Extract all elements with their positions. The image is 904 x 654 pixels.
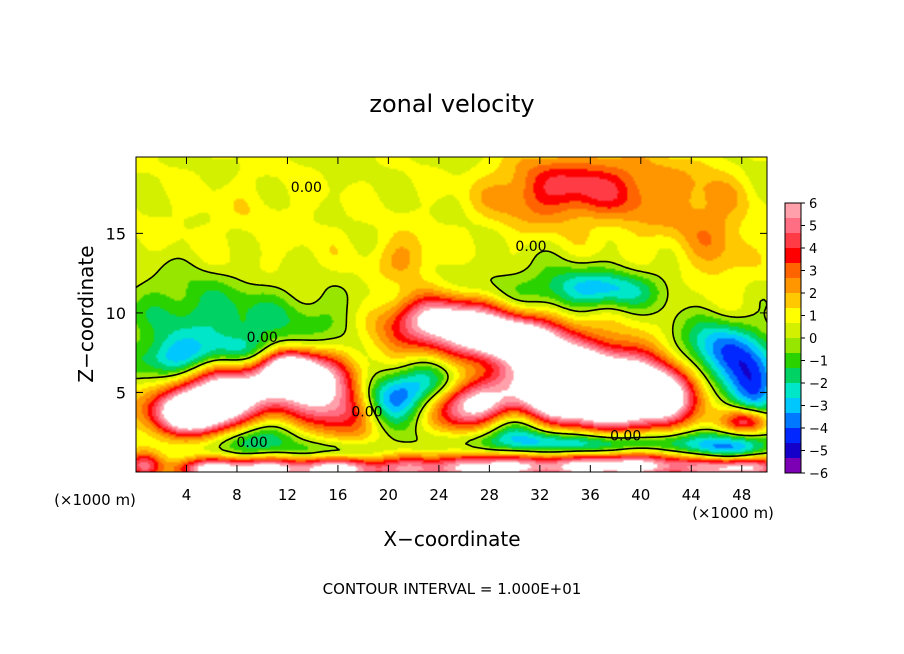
colorbar-swatch	[785, 413, 801, 429]
x-tick-label: 8	[232, 486, 242, 504]
contour-label: 0.00	[247, 330, 278, 346]
colorbar-swatch	[785, 263, 801, 279]
colorbar-swatch	[785, 203, 801, 219]
plot-area: 0.00 0.00 0.00 0.00 0.00 0.00	[135, 156, 768, 473]
contour-label: 0.00	[515, 239, 546, 255]
contour-lines	[135, 250, 768, 458]
plot-frame	[135, 156, 768, 473]
colorbar-swatch	[785, 323, 801, 339]
colorbar-swatch	[785, 398, 801, 414]
colorbar-swatch	[785, 368, 801, 384]
y-tick-label: 15	[106, 224, 126, 243]
colorbar-label: 2	[809, 287, 817, 302]
colorbar-label: −5	[809, 445, 828, 460]
colorbar: 6 5 4 3 2 1 0 −1 −2 −3 −4 −5 −6	[784, 197, 828, 482]
y-tick-label: 5	[116, 383, 126, 402]
y-tick-label: 10	[106, 304, 126, 323]
colorbar-label: −6	[809, 467, 828, 482]
colorbar-label: 6	[809, 197, 817, 212]
x-tick-label: 28	[480, 486, 499, 504]
colorbar-swatch	[785, 233, 801, 249]
x-tick-label: 24	[429, 486, 448, 504]
x-unit-left: (×1000 m)	[54, 491, 136, 509]
colorbar-swatch	[785, 353, 801, 369]
x-tick-label: 12	[278, 486, 297, 504]
colorbar-swatch	[785, 428, 801, 444]
colorbar-swatch	[785, 218, 801, 234]
colorbar-label: −3	[809, 400, 828, 415]
contour-label: 0.00	[351, 405, 382, 421]
colorbar-swatch	[785, 293, 801, 309]
x-axis: 4 8 12 16 20 24 28 32 36 40 44 48	[182, 157, 751, 504]
colorbar-label: 4	[809, 242, 817, 257]
x-axis-label: X−coordinate	[383, 527, 520, 551]
contour-label: 0.00	[291, 180, 322, 196]
colorbar-label: 0	[809, 332, 817, 347]
x-tick-label: 44	[682, 486, 701, 504]
x-tick-label: 16	[328, 486, 347, 504]
x-tick-label: 36	[581, 486, 600, 504]
x-tick-label: 32	[530, 486, 549, 504]
colorbar-label: −4	[809, 422, 828, 437]
colorbar-swatch	[785, 443, 801, 459]
chart-title: zonal velocity	[369, 90, 534, 118]
x-tick-label: 4	[182, 486, 192, 504]
colorbar-label: −2	[809, 377, 828, 392]
heatmap-image	[136, 157, 767, 472]
x-tick-label: 48	[732, 486, 751, 504]
colorbar-label: 1	[809, 310, 817, 325]
colorbar-label: 3	[809, 265, 817, 280]
colorbar-swatch	[785, 308, 801, 324]
colorbar-swatch	[785, 248, 801, 264]
colorbar-swatch	[785, 383, 801, 399]
contour-interval-note: CONTOUR INTERVAL = 1.000E+01	[323, 580, 582, 598]
contour-labels: 0.00 0.00 0.00 0.00 0.00 0.00	[237, 180, 642, 451]
colorbar-label: 5	[809, 220, 817, 235]
x-unit-right: (×1000 m)	[692, 504, 774, 522]
x-tick-label: 40	[631, 486, 650, 504]
colorbar-swatch	[785, 338, 801, 354]
y-axis-label: Z−coordinate	[74, 245, 98, 382]
zero-contour	[135, 250, 768, 458]
x-tick-label: 20	[379, 486, 398, 504]
colorbar-swatch	[785, 278, 801, 294]
contour-label: 0.00	[610, 428, 641, 444]
contour-label: 0.00	[237, 435, 268, 451]
y-axis: 5 10 15	[106, 224, 767, 402]
colorbar-swatch	[785, 458, 801, 474]
colorbar-label: −1	[809, 355, 828, 370]
